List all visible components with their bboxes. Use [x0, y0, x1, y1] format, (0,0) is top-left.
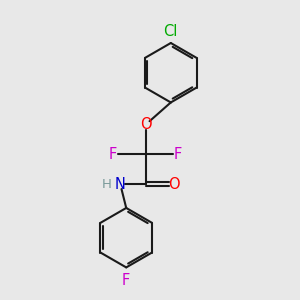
Text: O: O — [140, 117, 152, 132]
Text: F: F — [174, 147, 182, 162]
Text: O: O — [168, 177, 180, 192]
Text: F: F — [109, 147, 117, 162]
Text: N: N — [115, 177, 126, 192]
Text: Cl: Cl — [164, 23, 178, 38]
Text: H: H — [102, 178, 112, 191]
Text: F: F — [122, 273, 130, 288]
